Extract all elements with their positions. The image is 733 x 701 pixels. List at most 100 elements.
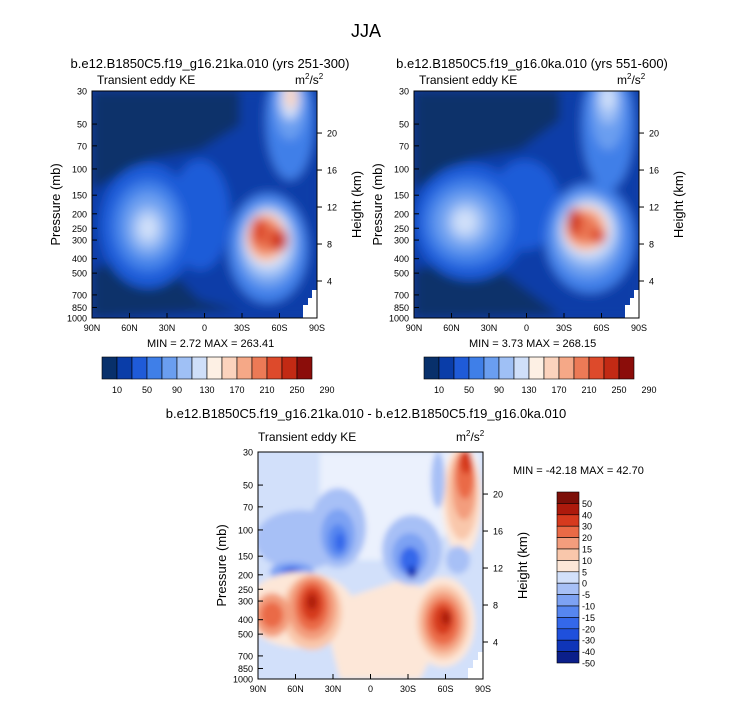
- colorbar-swatch: [296, 356, 313, 380]
- y-tick-label: 100: [72, 164, 87, 174]
- colorbar-swatch: [131, 356, 148, 380]
- panel-3-title: b.e12.B1850C5.f19_g16.21ka.010 - b.e12.B…: [166, 406, 566, 421]
- colorbar-swatch: [468, 356, 485, 380]
- panel-3: b.e12.B1850C5.f19_g16.21ka.010 - b.e12.B…: [166, 406, 644, 694]
- panel-3-minmax: MIN = -42.18 MAX = 42.70: [513, 465, 644, 477]
- x-tick-label: 30S: [234, 323, 250, 333]
- panel-1-colorbar: 10 50 90 130 170 210 250 290: [101, 356, 335, 395]
- y-tick-label: 700: [238, 651, 253, 661]
- x-tick-label: 0: [524, 323, 529, 333]
- colorbar-label: 250: [289, 385, 304, 395]
- colorbar-swatch: [498, 356, 515, 380]
- x-tick-label: 60N: [121, 323, 138, 333]
- y-tick-label: 250: [72, 224, 87, 234]
- y-tick-label: 30: [243, 448, 253, 458]
- colorbar-swatch: [556, 560, 580, 573]
- colorbar-label: 90: [172, 385, 182, 395]
- colorbar-label: 130: [199, 385, 214, 395]
- y-tick-label: 30: [77, 87, 87, 97]
- y-tick-label: 200: [238, 570, 253, 580]
- x-tick-label: 60S: [437, 684, 453, 694]
- x-tick-label: 30S: [400, 684, 416, 694]
- y-tick-label: 1000: [233, 675, 253, 685]
- colorbar-swatch: [556, 514, 580, 527]
- y-tick-label: 70: [243, 502, 253, 512]
- y-tick-label: 100: [394, 164, 409, 174]
- y-tick-label: 100: [238, 525, 253, 535]
- colorbar-swatch: [588, 356, 605, 380]
- height-tick-label: 16: [493, 527, 503, 537]
- colorbar-swatch: [558, 356, 575, 380]
- y-tick-label: 400: [72, 254, 87, 264]
- colorbar-label: 30: [582, 522, 592, 532]
- colorbar-swatch: [556, 525, 580, 538]
- panel-1-minmax: MIN = 2.72 MAX = 263.41: [147, 338, 274, 350]
- colorbar-label: -40: [582, 647, 595, 657]
- panel-2-units: m2/s2: [617, 72, 646, 87]
- colorbar-swatch: [556, 548, 580, 561]
- colorbar-swatch: [161, 356, 178, 380]
- y-tick-label: 250: [394, 224, 409, 234]
- height-tick-label: 12: [649, 203, 659, 213]
- colorbar-label: 50: [582, 499, 592, 509]
- colorbar-swatch: [556, 594, 580, 607]
- colorbar-swatch: [556, 651, 580, 664]
- y-tick-label: 400: [238, 615, 253, 625]
- colorbar-label: 170: [229, 385, 244, 395]
- colorbar-swatch: [251, 356, 268, 380]
- y-axis-label-right: Height (km): [349, 171, 364, 238]
- colorbar-swatch: [528, 356, 545, 380]
- colorbar-swatch: [281, 356, 298, 380]
- x-tick-label: 90S: [309, 323, 325, 333]
- panel-2-axes: 305070100150200250300400500700850100090N…: [370, 87, 686, 334]
- colorbar-label: -30: [582, 636, 595, 646]
- y-tick-label: 200: [394, 209, 409, 219]
- y-tick-label: 70: [399, 141, 409, 151]
- colorbar-label: 210: [259, 385, 274, 395]
- panel-3-axes: 305070100150200250300400500700850100090N…: [214, 448, 530, 695]
- colorbar-swatch: [266, 356, 283, 380]
- y-tick-label: 300: [394, 236, 409, 246]
- height-tick-label: 4: [649, 277, 654, 287]
- x-tick-label: 60S: [593, 323, 609, 333]
- colorbar-swatch: [556, 537, 580, 550]
- y-tick-label: 50: [243, 481, 253, 491]
- height-tick-label: 4: [493, 638, 498, 648]
- panel-2-title: b.e12.B1850C5.f19_g16.0ka.010 (yrs 551-6…: [396, 56, 668, 71]
- colorbar-swatch: [556, 605, 580, 618]
- colorbar-swatch: [556, 491, 580, 504]
- x-tick-label: 30N: [481, 323, 498, 333]
- colorbar-label: -15: [582, 613, 595, 623]
- colorbar-label: 50: [142, 385, 152, 395]
- colorbar-label: 90: [494, 385, 504, 395]
- y-tick-label: 300: [238, 597, 253, 607]
- colorbar-label: 50: [464, 385, 474, 395]
- colorbar-swatch: [618, 356, 635, 380]
- height-tick-label: 16: [327, 166, 337, 176]
- y-axis-label: Pressure (mb): [214, 524, 229, 606]
- height-tick-label: 8: [327, 240, 332, 250]
- colorbar-label: 250: [611, 385, 626, 395]
- panel-1-title: b.e12.B1850C5.f19_g16.21ka.010 (yrs 251-…: [71, 56, 350, 71]
- y-tick-label: 150: [394, 191, 409, 201]
- colorbar-swatch: [556, 617, 580, 630]
- x-tick-label: 90N: [84, 323, 101, 333]
- colorbar-label: 15: [582, 545, 592, 555]
- y-tick-label: 300: [72, 236, 87, 246]
- panel-1-field: [92, 91, 317, 318]
- y-tick-label: 850: [394, 303, 409, 313]
- y-tick-label: 50: [399, 120, 409, 130]
- y-tick-label: 500: [394, 269, 409, 279]
- colorbar-label: -20: [582, 624, 595, 634]
- y-tick-label: 850: [238, 664, 253, 674]
- colorbar-label: 10: [112, 385, 122, 395]
- y-axis-label: Pressure (mb): [370, 163, 385, 245]
- colorbar-label: -10: [582, 602, 595, 612]
- x-tick-label: 60N: [287, 684, 304, 694]
- height-tick-label: 4: [327, 277, 332, 287]
- y-tick-label: 400: [394, 254, 409, 264]
- height-tick-label: 20: [493, 490, 503, 500]
- y-tick-label: 70: [77, 141, 87, 151]
